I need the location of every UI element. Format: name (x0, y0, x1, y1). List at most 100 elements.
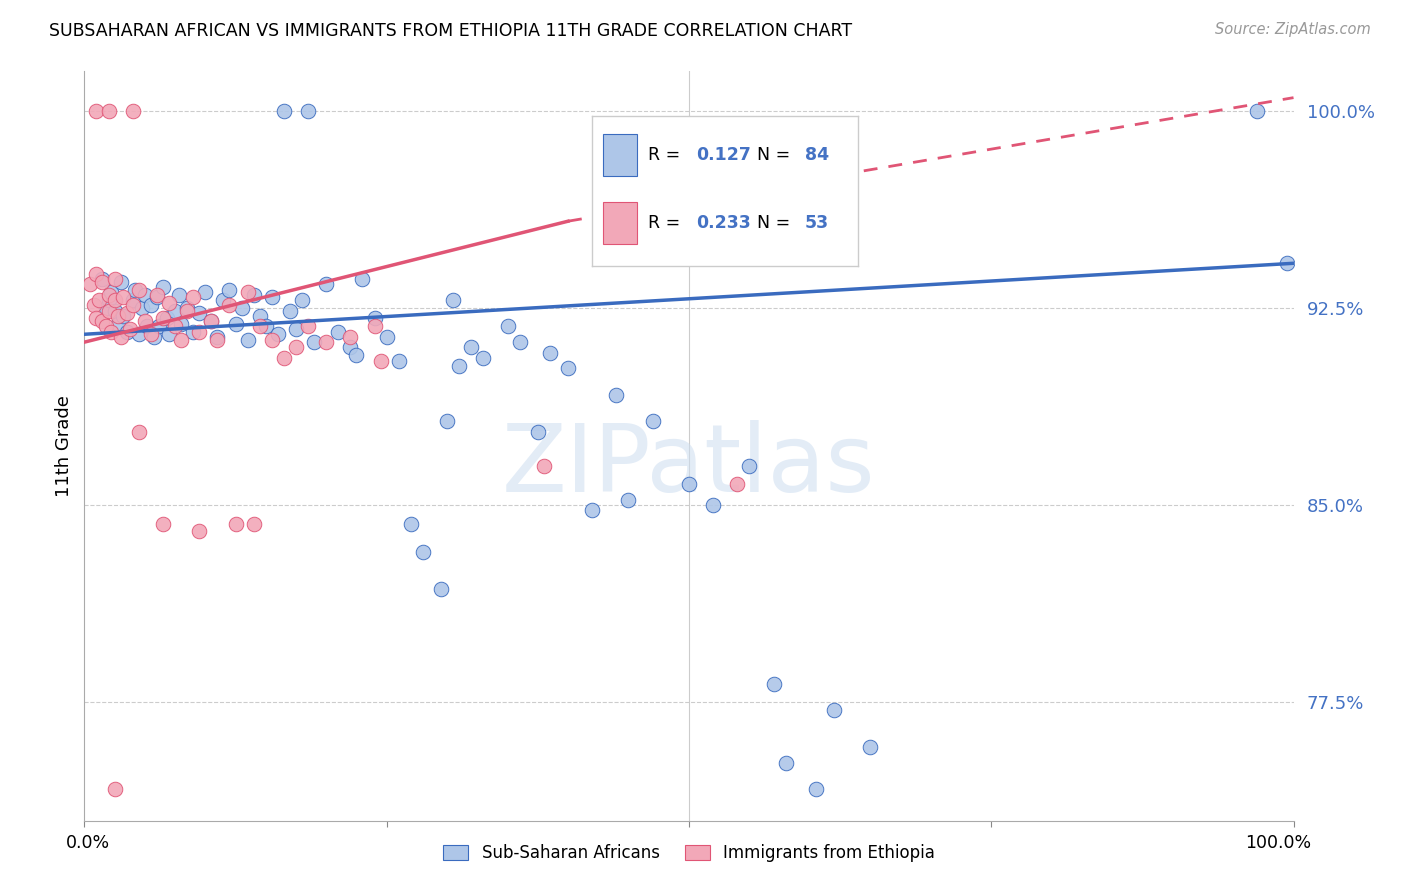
Point (273, 351, 295, 365)
Point (242, 516, 264, 531)
Point (762, 677, 785, 691)
Point (339, 340, 361, 354)
Point (152, 280, 174, 294)
Point (859, 739, 882, 754)
Point (97, 288, 120, 302)
Point (100, 325, 122, 339)
Point (242, 288, 264, 302)
Point (146, 288, 169, 302)
Point (823, 703, 845, 717)
Point (260, 333, 283, 347)
Point (124, 283, 146, 297)
Point (725, 477, 748, 491)
Point (112, 309, 135, 323)
Point (236, 285, 259, 300)
Point (152, 311, 174, 326)
Point (128, 327, 150, 342)
Point (605, 388, 627, 402)
Point (143, 330, 166, 344)
Y-axis label: 11th Grade: 11th Grade (55, 395, 73, 497)
Point (94, 319, 117, 334)
Point (110, 330, 132, 344)
Point (1277, 256, 1299, 270)
Point (120, 322, 142, 336)
Point (165, 319, 187, 334)
Point (188, 524, 211, 539)
Point (249, 309, 271, 323)
Point (291, 293, 314, 307)
Point (225, 516, 247, 531)
Point (104, 272, 127, 286)
Point (297, 319, 319, 334)
Point (86, 311, 108, 326)
Point (104, 303, 127, 318)
Text: ZIPatlas: ZIPatlas (502, 420, 876, 512)
Point (170, 317, 193, 331)
Point (188, 306, 211, 320)
Point (557, 361, 579, 376)
Point (496, 319, 519, 334)
Point (128, 425, 150, 439)
Point (278, 303, 301, 318)
Point (225, 317, 247, 331)
Point (702, 498, 724, 512)
Point (388, 353, 411, 368)
Point (194, 285, 217, 300)
Point (148, 319, 170, 334)
Point (87, 293, 110, 307)
Point (181, 290, 204, 304)
Point (297, 103, 319, 118)
Point (112, 290, 135, 304)
Point (91, 275, 114, 289)
Point (167, 288, 190, 302)
Point (107, 317, 129, 331)
Text: Source: ZipAtlas.com: Source: ZipAtlas.com (1215, 22, 1371, 37)
Point (97, 303, 120, 318)
Point (139, 298, 162, 312)
Point (128, 283, 150, 297)
Point (181, 325, 204, 339)
Point (176, 303, 198, 318)
Point (617, 492, 640, 507)
Point (134, 314, 156, 328)
Point (207, 330, 229, 344)
Point (1246, 103, 1268, 118)
Point (436, 414, 458, 428)
Point (136, 319, 159, 334)
Point (449, 359, 471, 373)
Point (146, 290, 169, 304)
Point (363, 311, 385, 326)
Point (441, 293, 464, 307)
Point (188, 325, 211, 339)
Point (97, 103, 120, 118)
Point (352, 272, 374, 286)
Point (155, 311, 177, 326)
Point (472, 351, 495, 365)
Point (527, 425, 550, 439)
Point (91, 314, 114, 328)
Point (134, 288, 156, 302)
Point (157, 327, 180, 342)
Point (121, 298, 143, 312)
Point (315, 277, 337, 292)
Legend: Sub-Saharan Africans, Immigrants from Ethiopia: Sub-Saharan Africans, Immigrants from Et… (436, 838, 942, 869)
Point (538, 345, 561, 359)
Point (412, 545, 434, 559)
Point (328, 325, 350, 339)
Point (200, 314, 222, 328)
Point (254, 319, 277, 334)
Point (97, 293, 120, 307)
Point (115, 306, 138, 320)
Point (165, 303, 187, 318)
Point (131, 301, 153, 315)
Point (346, 348, 368, 362)
Point (176, 301, 198, 315)
Point (302, 335, 325, 350)
Point (285, 340, 308, 354)
Point (218, 298, 240, 312)
Point (100, 285, 122, 300)
Point (200, 314, 222, 328)
Point (152, 516, 174, 531)
Point (121, 103, 143, 118)
Point (94, 301, 117, 315)
